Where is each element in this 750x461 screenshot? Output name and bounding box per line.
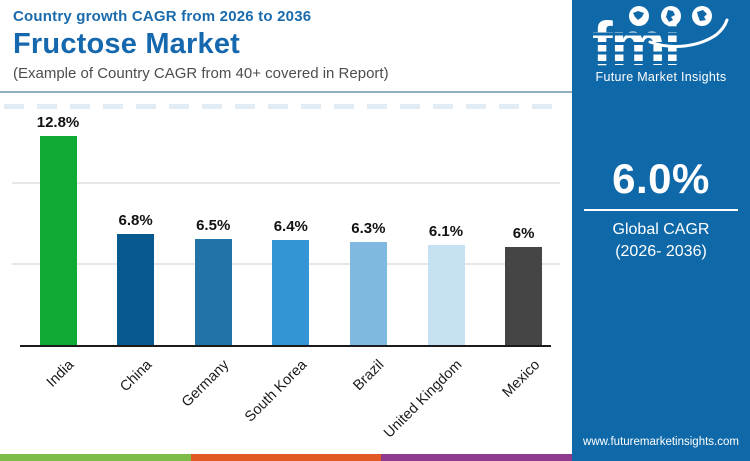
x-axis-label-india: India (43, 357, 78, 391)
bar-value-label: 6.5% (196, 217, 231, 234)
bar-rect (427, 245, 465, 345)
gridline (12, 181, 560, 184)
strip-segment (381, 454, 573, 461)
bar-brazil: 6.3% (349, 220, 387, 345)
fmi-logo-stripes (586, 26, 736, 74)
bar-rect (505, 247, 543, 345)
global-cagr-period: (2026- 2036) (615, 243, 707, 260)
bar-chart: 12.8% India 6.8% China 6.5% Germany 6.4% South … (12, 114, 560, 442)
europe-globe-icon (661, 6, 681, 26)
x-axis-label-south-korea: South Korea (241, 357, 311, 426)
header: Country growth CAGR from 2026 to 2036 Fr… (13, 8, 558, 82)
x-axis-label-mexico: Mexico (499, 357, 543, 401)
swoosh-icon (648, 18, 729, 48)
bar-value-label: 6% (512, 225, 535, 242)
bar-united-kingdom: 6.1% (427, 223, 465, 345)
strip-segment (190, 454, 382, 461)
bar-rect (39, 136, 77, 345)
fmi-logo-tagline: Future Market Insights (595, 70, 727, 84)
bar-mexico: 6% (505, 225, 543, 345)
bottom-color-strip (0, 454, 573, 461)
fmi-logo: fmi Futu (586, 4, 736, 90)
globe-icons (629, 6, 729, 48)
x-axis-label-united-kingdom: United Kingdom (381, 357, 466, 442)
americas-globe-icon (629, 6, 649, 26)
x-axis-label-china: China (116, 357, 155, 396)
bar-value-label: 6.1% (428, 223, 464, 240)
x-axis-label-brazil: Brazil (350, 357, 388, 394)
stat-divider (584, 209, 738, 211)
website-url: www.futuremarketinsights.com (583, 436, 739, 448)
bar-rect (194, 239, 232, 345)
x-axis-label-germany: Germany (179, 357, 233, 411)
bar-value-label: 6.8% (118, 212, 153, 229)
strip-segment (0, 454, 191, 461)
brand-panel: fmi Futu (572, 0, 750, 461)
header-divider (0, 91, 572, 93)
global-cagr-label: Global CAGR (612, 221, 710, 238)
global-cagr-value: 6.0% (612, 155, 710, 202)
bar-china: 6.8% (117, 212, 155, 345)
chart-subtitle-bottom: (Example of Country CAGR from 40+ covere… (13, 65, 389, 82)
watermark-texture (4, 104, 560, 109)
bar-value-label: 6.3% (351, 220, 386, 237)
asia-globe-icon (692, 6, 712, 26)
bar-value-label: 6.4% (273, 218, 308, 235)
bar-india: 12.8% (37, 114, 79, 345)
chart-subtitle-top: Country growth CAGR from 2026 to 2036 (13, 8, 312, 25)
bar-rect (349, 242, 387, 345)
bar-germany: 6.5% (194, 217, 232, 345)
bar-south-korea: 6.4% (272, 218, 310, 345)
page-title: Fructose Market (13, 28, 241, 60)
bar-value-label: 12.8% (36, 114, 80, 131)
x-axis-line (20, 345, 551, 347)
bar-rect (117, 234, 155, 345)
bar-rect (272, 240, 310, 345)
